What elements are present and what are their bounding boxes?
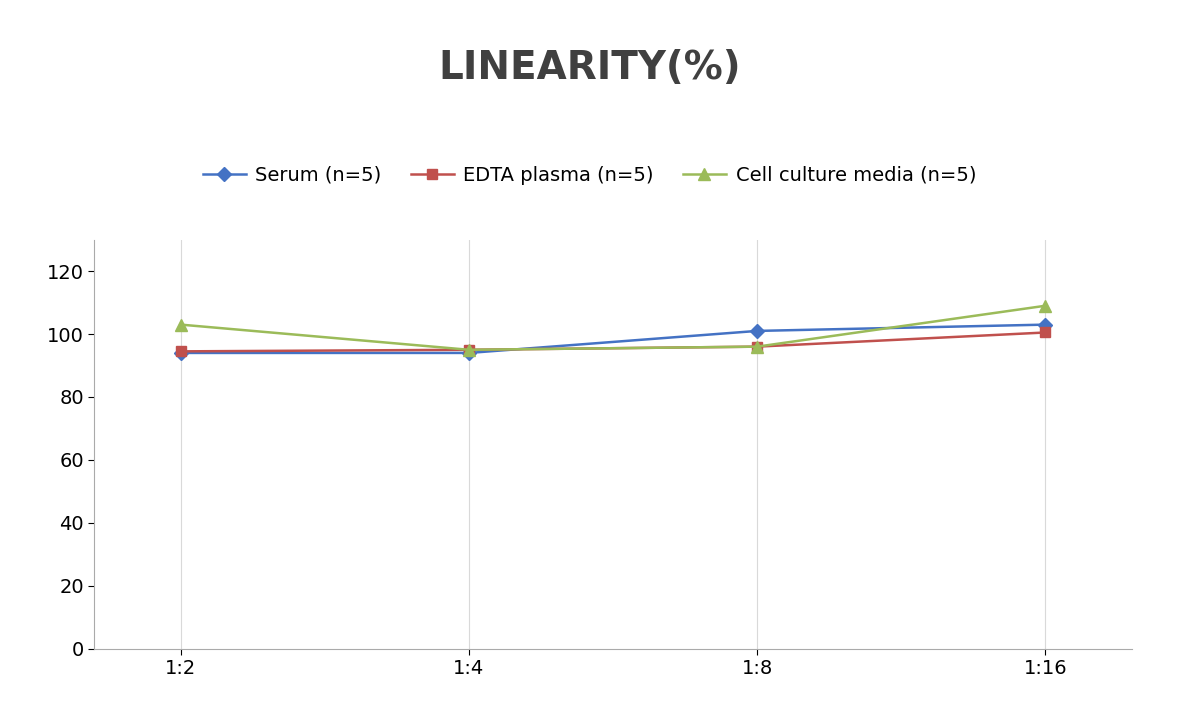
Line: Serum (n=5): Serum (n=5)	[176, 320, 1050, 358]
EDTA plasma (n=5)	[750, 343, 764, 351]
EDTA plasma (n=5)	[462, 345, 476, 354]
Cell culture media (n=5)	[173, 320, 187, 329]
Line: EDTA plasma (n=5): EDTA plasma (n=5)	[176, 328, 1050, 356]
EDTA plasma (n=5)	[173, 347, 187, 355]
Cell culture media (n=5)	[462, 345, 476, 354]
Line: Cell culture media (n=5): Cell culture media (n=5)	[176, 300, 1050, 355]
Cell culture media (n=5)	[1039, 302, 1053, 310]
Serum (n=5)	[750, 326, 764, 335]
Text: LINEARITY(%): LINEARITY(%)	[439, 49, 740, 87]
Serum (n=5)	[173, 349, 187, 357]
Serum (n=5)	[1039, 320, 1053, 329]
Cell culture media (n=5)	[750, 343, 764, 351]
EDTA plasma (n=5)	[1039, 329, 1053, 337]
Legend: Serum (n=5), EDTA plasma (n=5), Cell culture media (n=5): Serum (n=5), EDTA plasma (n=5), Cell cul…	[196, 158, 983, 192]
Serum (n=5)	[462, 349, 476, 357]
